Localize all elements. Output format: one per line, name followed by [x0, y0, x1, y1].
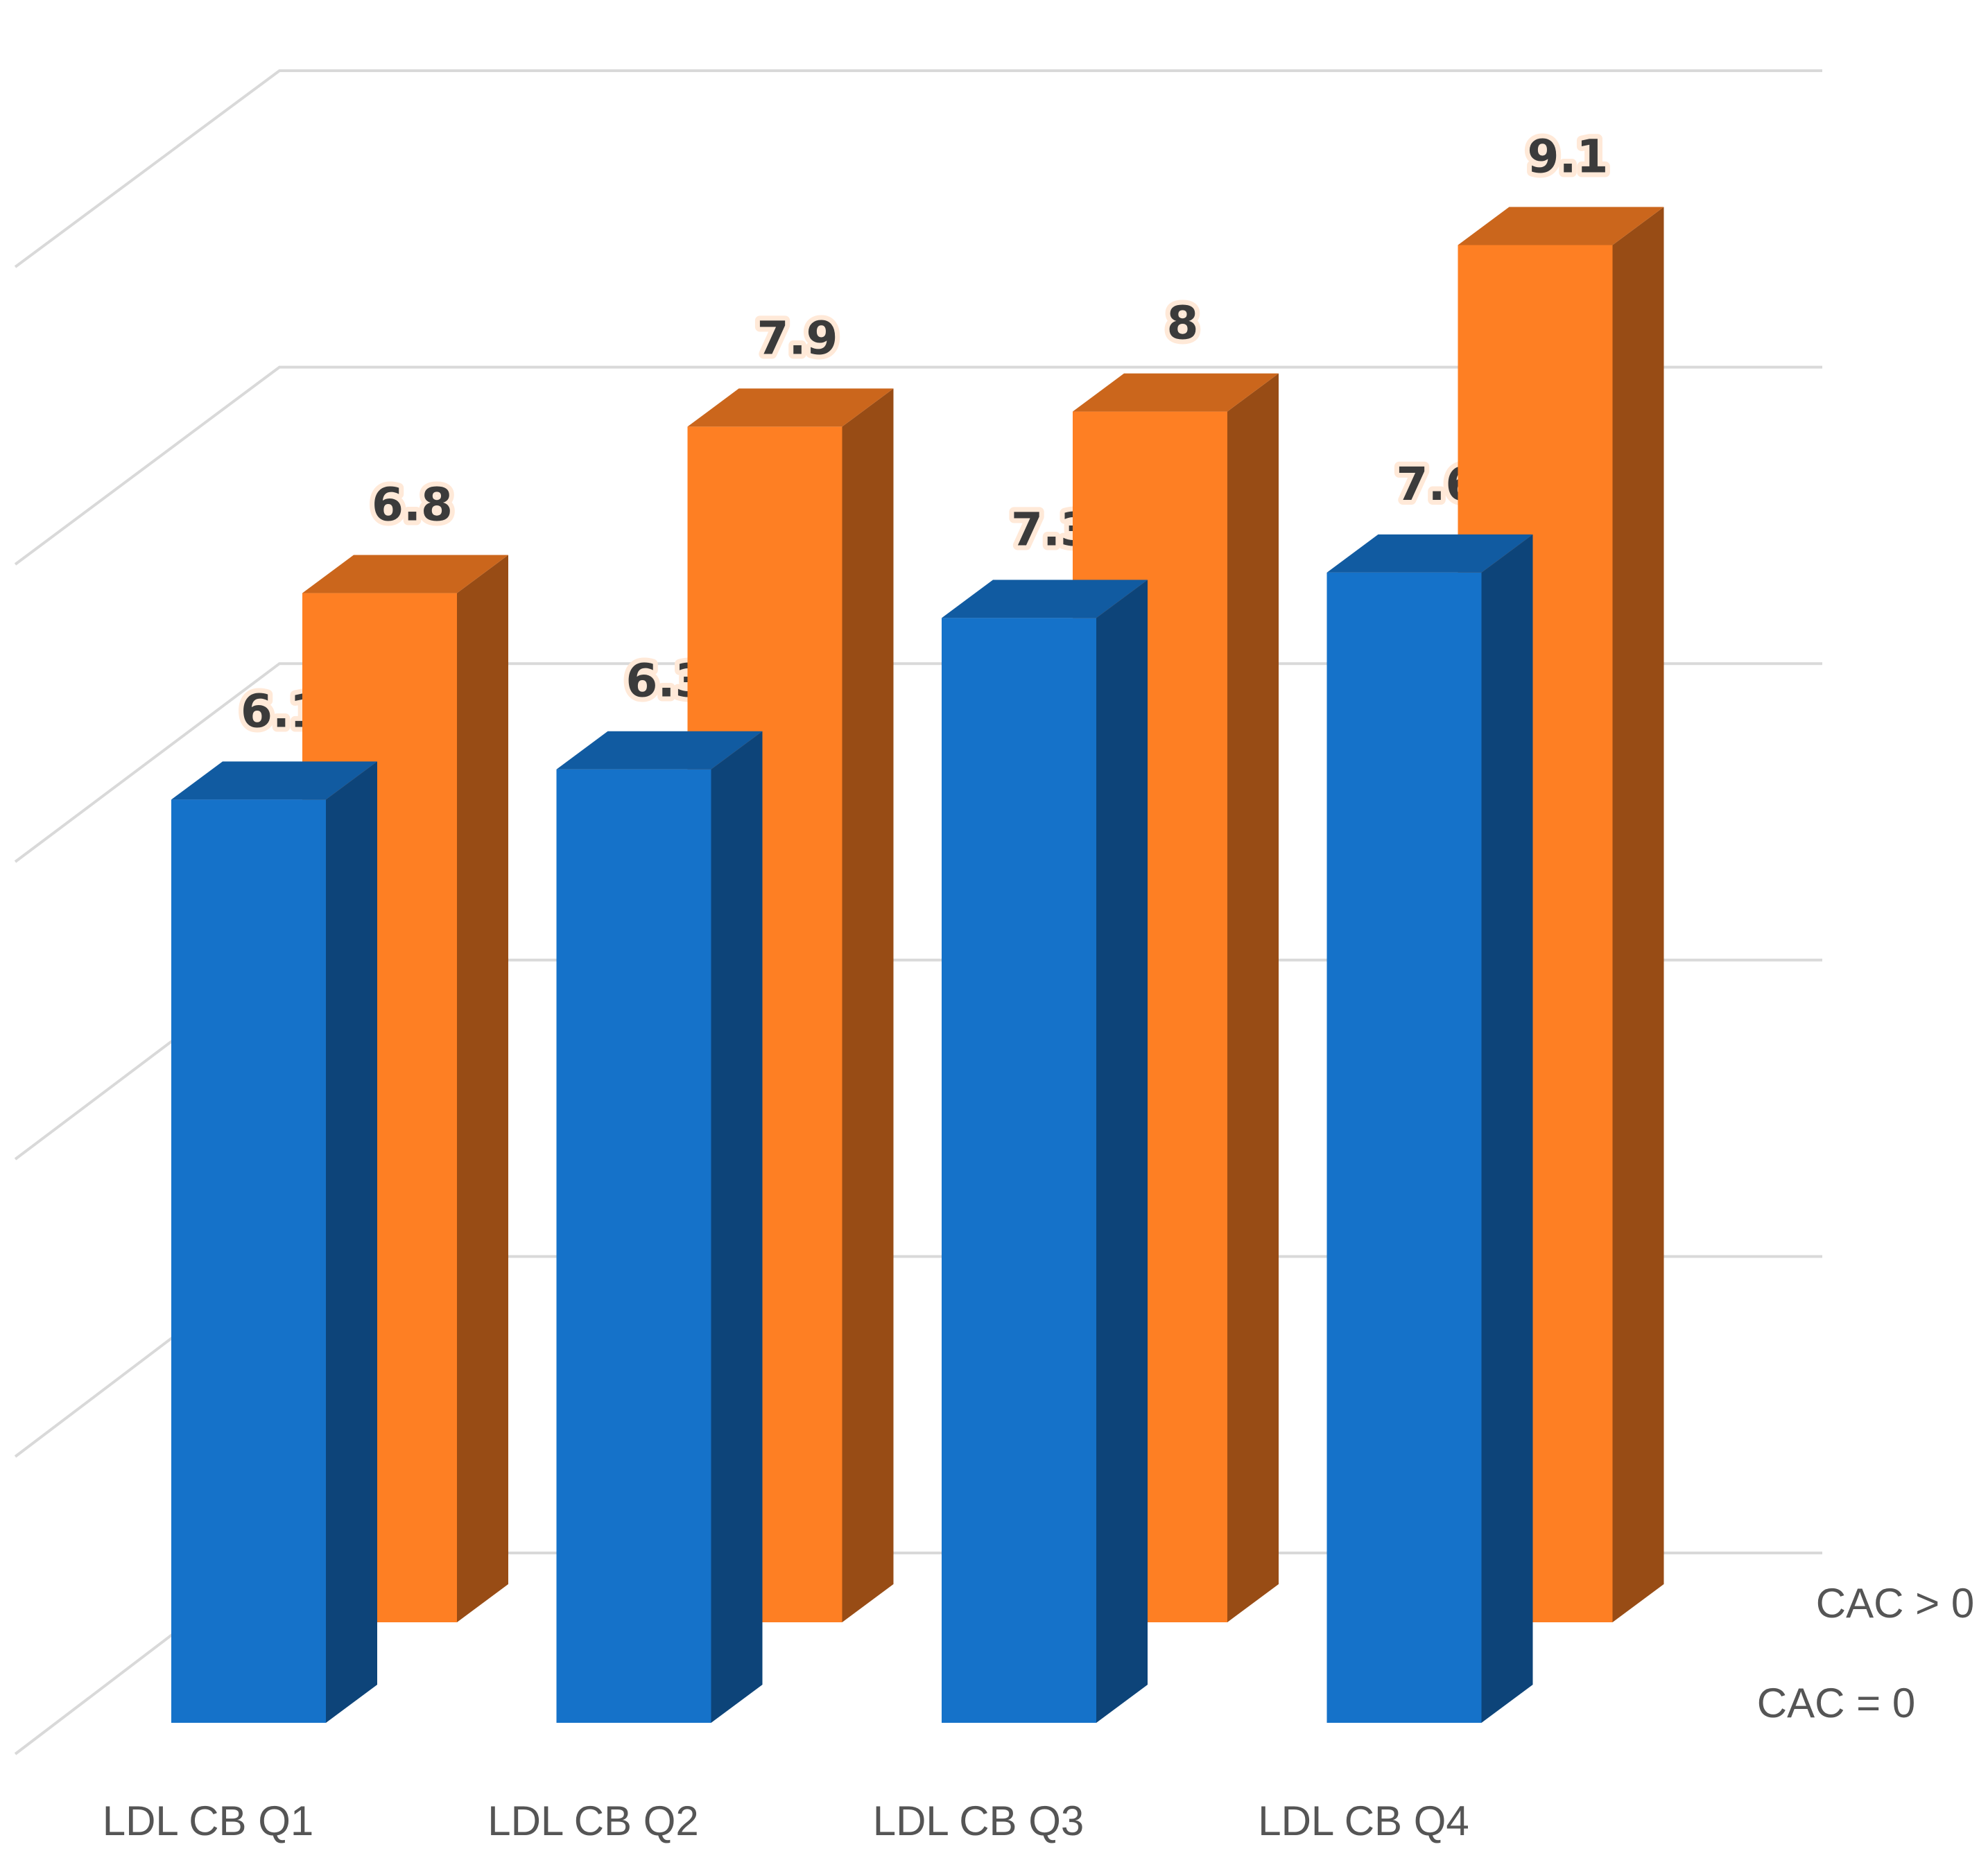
- bar-top-face: [687, 388, 894, 427]
- bar-top-face: [171, 761, 377, 800]
- bar-front-face: [1326, 572, 1482, 1724]
- category-label: LDL CB Q1: [103, 1798, 314, 1844]
- series-axis: CAC = 0 CAC > 0: [1757, 1580, 1974, 1726]
- bar: [942, 580, 1148, 1724]
- data-label: 6.8: [372, 478, 453, 532]
- bar-front-face: [171, 799, 326, 1723]
- bar-side-face: [711, 731, 763, 1723]
- gridline-path: [14, 365, 1822, 566]
- bar-top-face: [556, 731, 763, 770]
- bar-top-face: [302, 555, 508, 593]
- data-label: 8: [1167, 297, 1199, 350]
- bar: [171, 761, 377, 1723]
- bar-side-face: [457, 555, 508, 1622]
- gridline: [14, 365, 1822, 566]
- gridline-path: [14, 69, 1822, 268]
- bar-top-face: [942, 580, 1148, 618]
- data-label: 7.9: [757, 311, 838, 365]
- series-label: CAC > 0: [1816, 1580, 1974, 1626]
- data-label: 9.1: [1528, 130, 1609, 183]
- gridline: [14, 69, 1822, 268]
- gridline: [14, 662, 1822, 863]
- category-label: LDL CB Q4: [1258, 1798, 1469, 1844]
- bar: [1326, 534, 1533, 1724]
- bar: [556, 731, 763, 1723]
- bar-side-face: [1481, 534, 1533, 1724]
- category-axis: LDL CB Q1 LDL CB Q2 LDL CB Q3 LDL CB Q4: [103, 1798, 1469, 1844]
- bar-front-face: [556, 769, 711, 1723]
- bar-side-face: [326, 761, 377, 1723]
- bar-side-face: [842, 388, 894, 1623]
- bar-top-face: [1458, 207, 1664, 245]
- bar-side-face: [1227, 373, 1279, 1622]
- bar-top-face: [1326, 534, 1533, 573]
- series-label: CAC = 0: [1757, 1680, 1915, 1726]
- bar-front-face: [942, 618, 1096, 1724]
- category-label: LDL CB Q3: [873, 1798, 1084, 1844]
- bar-side-face: [1096, 580, 1148, 1724]
- bar-top-face: [1073, 373, 1279, 412]
- series-1-bars: [171, 534, 1533, 1724]
- category-label: LDL CB Q2: [487, 1798, 699, 1844]
- gridline-path: [14, 662, 1822, 863]
- bar-side-face: [1612, 207, 1664, 1623]
